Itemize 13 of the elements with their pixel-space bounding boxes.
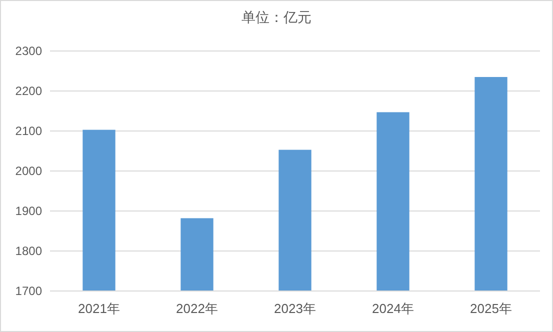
x-tick-label: 2023年	[274, 301, 316, 316]
x-tick-label: 2025年	[470, 301, 512, 316]
x-tick-label: 2022年	[176, 301, 218, 316]
x-tick-label: 2021年	[78, 301, 120, 316]
chart-title: 单位：亿元	[242, 9, 312, 25]
y-tick-label: 2300	[15, 44, 42, 58]
x-tick-label: 2024年	[372, 301, 414, 316]
y-tick-label: 1700	[15, 284, 42, 298]
y-tick-label: 2200	[15, 84, 42, 98]
y-tick-label: 2100	[15, 124, 42, 138]
y-tick-label: 2000	[15, 164, 42, 178]
y-tick-label: 1800	[15, 244, 42, 258]
y-tick-label: 1900	[15, 204, 42, 218]
